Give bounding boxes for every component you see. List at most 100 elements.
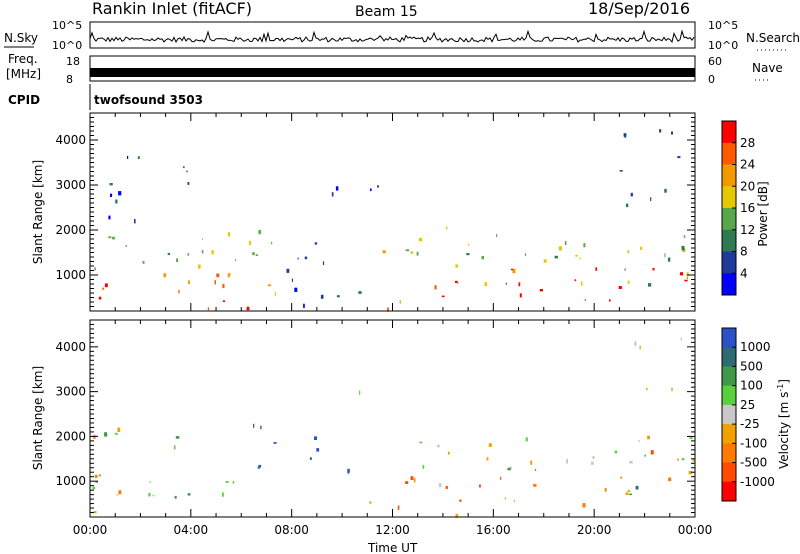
nave-label: Nave	[752, 61, 783, 75]
data-cell	[634, 341, 637, 346]
data-cell	[466, 253, 470, 256]
data-cell	[182, 166, 185, 169]
data-cell	[175, 436, 180, 439]
data-cell	[512, 268, 516, 274]
data-cell	[609, 299, 611, 302]
data-cell	[187, 493, 191, 496]
data-cell	[273, 442, 277, 444]
x-tick-label: 00:00	[678, 523, 713, 537]
y-tick-label: 3000	[55, 385, 86, 399]
data-cell	[445, 486, 448, 489]
data-cell	[222, 492, 224, 497]
data-cell	[258, 229, 261, 235]
data-cell	[387, 307, 389, 312]
power-axes: 4000 3000 2000 1000	[55, 113, 696, 311]
colorbar-tick-label: -1000	[740, 475, 775, 489]
data-cell	[397, 505, 400, 510]
data-cell	[664, 188, 667, 193]
data-cell	[581, 281, 583, 286]
data-cell	[309, 457, 312, 460]
data-cell	[225, 481, 229, 483]
data-cell	[260, 425, 262, 430]
y-tick-label: 1000	[55, 474, 86, 488]
data-cell	[677, 156, 681, 159]
data-cell	[134, 219, 136, 224]
data-cell	[174, 495, 177, 499]
data-cell	[174, 445, 176, 450]
colorbar-tick-label: -500	[740, 456, 767, 470]
data-cell	[304, 256, 308, 260]
colorbar-frame	[721, 327, 737, 502]
freq-unit: [MHz]	[6, 67, 41, 81]
x-tick-label: 00:00	[73, 523, 108, 537]
data-cell	[511, 268, 513, 271]
data-cell	[623, 133, 627, 137]
data-cell	[410, 476, 414, 480]
velocity-frame	[89, 319, 696, 518]
data-cell	[399, 300, 401, 304]
power-panel: 4000 3000 2000 1000 Slant Range [km] 28 24 20…	[31, 112, 770, 312]
freq-panel: Freq. [MHz] 18 8 60 0 Nave	[6, 52, 783, 86]
data-cell	[331, 192, 334, 197]
data-cell	[627, 490, 631, 492]
data-cell	[441, 295, 445, 298]
data-cell	[604, 488, 607, 492]
data-cell	[640, 246, 643, 250]
data-cell	[149, 481, 151, 483]
data-cell	[246, 306, 250, 311]
data-cell	[314, 436, 317, 440]
data-cell	[294, 287, 298, 292]
data-cell	[109, 183, 113, 186]
data-cell	[207, 307, 210, 311]
data-cell	[178, 289, 180, 294]
data-cell	[211, 250, 214, 255]
data-cell	[187, 253, 190, 256]
data-cell	[255, 254, 258, 256]
data-cell	[227, 273, 230, 278]
data-cell	[347, 468, 350, 473]
colorbar-tick-label: 16	[740, 201, 755, 215]
data-cell	[405, 481, 409, 484]
data-cell	[94, 267, 96, 271]
colorbar-swatch	[722, 164, 736, 187]
data-cell	[382, 250, 386, 254]
data-cell	[438, 483, 442, 488]
data-cell	[125, 245, 128, 247]
data-cell	[118, 490, 122, 495]
data-cell	[92, 486, 96, 490]
data-cell	[565, 241, 567, 246]
data-cell	[422, 465, 425, 469]
data-cell	[234, 259, 237, 262]
data-cell	[575, 254, 578, 257]
data-cell	[201, 250, 204, 254]
data-cell	[229, 273, 231, 277]
data-cell	[584, 299, 586, 301]
data-cell	[447, 451, 450, 455]
data-cell	[258, 464, 262, 468]
data-cell	[104, 283, 108, 288]
x-tick-label: 04:00	[174, 523, 209, 537]
y-tick-label: 4000	[55, 340, 86, 354]
data-cell	[416, 251, 419, 256]
y-tick-label: 2000	[55, 429, 86, 443]
data-cell	[455, 280, 458, 283]
data-cell	[679, 272, 684, 276]
data-cell	[582, 503, 586, 508]
data-cell	[418, 238, 423, 242]
velocity-axes: 4000 3000 2000 1000 00:00 04:00 08:00 12:00 16:0…	[55, 320, 712, 537]
data-cell	[455, 264, 459, 268]
data-cell	[650, 197, 652, 202]
data-cell	[659, 129, 662, 133]
colorbar-swatch	[722, 328, 736, 348]
data-cell	[543, 259, 547, 263]
x-tick-label: 12:00	[375, 523, 410, 537]
data-cell	[496, 233, 498, 238]
colorbar-tick-label: 24	[740, 158, 755, 172]
data-cell	[481, 256, 484, 260]
data-cell	[692, 459, 695, 462]
data-cell	[620, 476, 623, 479]
colorbar-swatch	[722, 385, 736, 406]
colorbar-swatch	[722, 229, 736, 252]
data-cell	[359, 390, 361, 395]
